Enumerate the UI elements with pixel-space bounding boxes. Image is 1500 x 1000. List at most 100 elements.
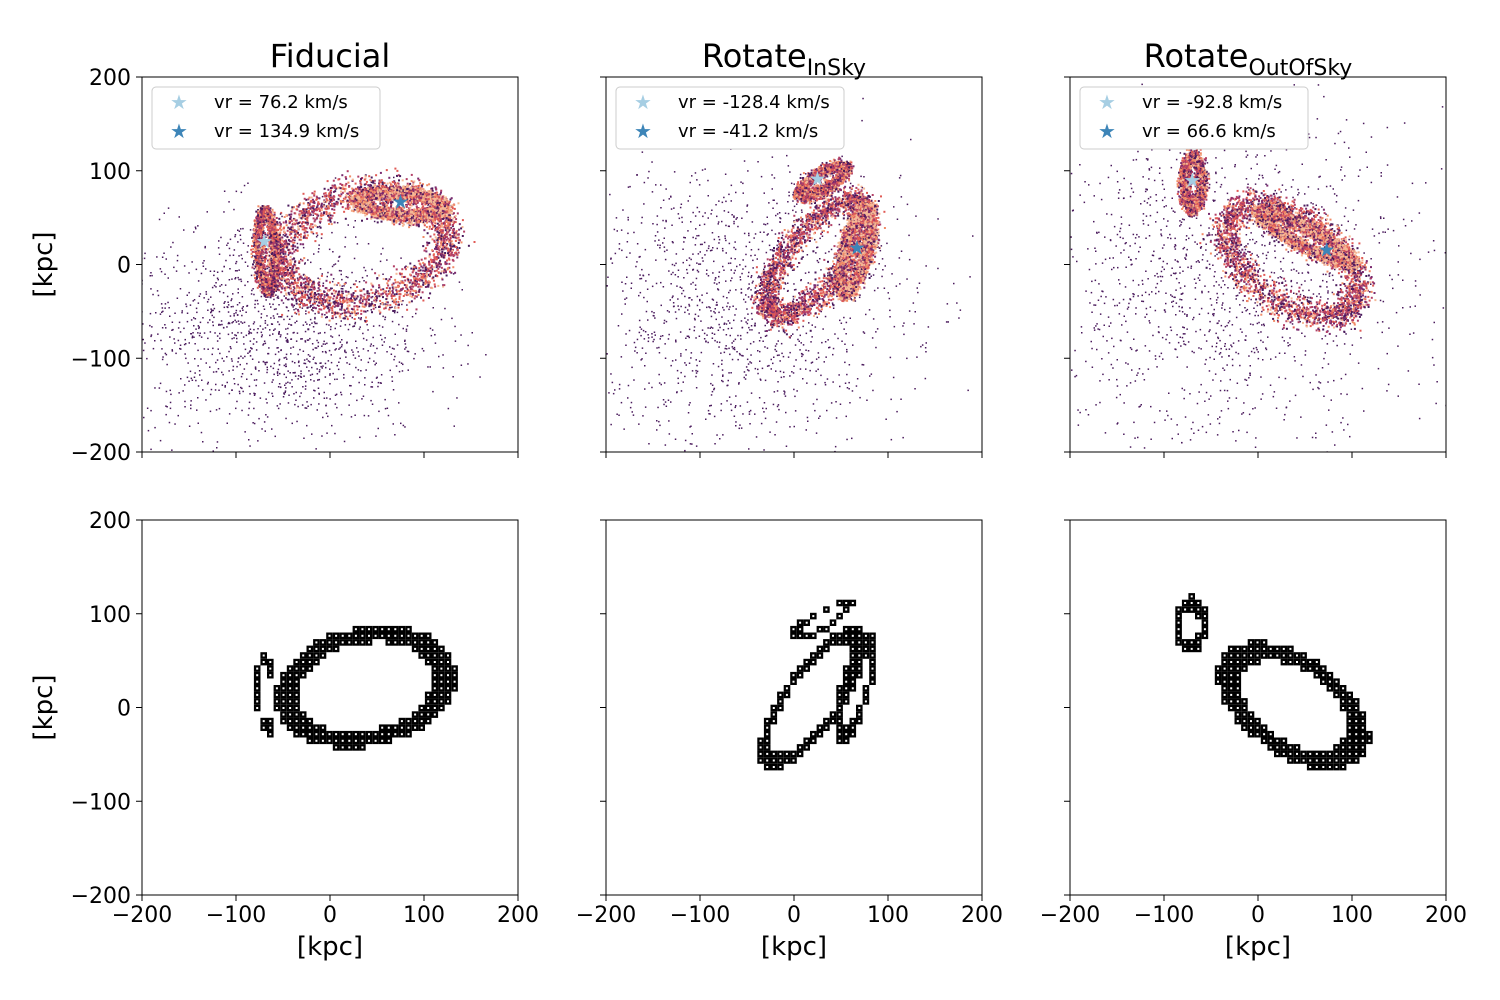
density-cell [409,295,412,298]
density-cell [319,297,322,300]
density-cell [301,221,304,224]
density-cell [297,267,300,270]
density-cell [320,274,323,277]
density-cell [344,207,347,210]
density-cell [421,202,424,205]
density-cell [446,233,449,236]
density-cell [424,269,427,272]
density-cell [341,304,344,307]
density-cell [303,221,306,224]
density-cell [372,180,375,183]
density-cell [325,194,328,197]
density-cell [312,293,315,296]
density-cell [382,288,385,291]
density-cell [375,295,378,298]
density-cell [345,294,348,297]
density-cell [371,284,374,287]
density-cell [280,262,283,265]
density-cell [398,293,401,296]
density-cell [440,240,443,243]
density-cell [307,280,310,283]
density-cell [303,197,306,200]
density-cell [327,214,330,217]
density-cell [451,207,454,210]
density-cell [362,288,365,291]
density-cell [422,261,425,264]
density-cell [392,291,394,294]
density-cell [304,214,306,217]
density-cell [442,246,445,249]
density-cell [392,265,395,268]
density-cell [430,266,433,269]
density-cell [421,184,423,187]
density-cell [398,179,400,182]
density-cell [328,192,331,195]
density-cell [342,297,345,300]
density-cell [292,282,295,285]
density-cell [434,247,436,250]
density-cell [299,233,302,236]
density-cell [449,247,452,250]
density-cell [308,212,311,215]
density-cell [409,292,412,295]
density-cell [413,277,416,280]
density-cell [331,208,334,211]
density-cell [411,295,414,298]
density-cell [306,298,309,301]
density-cell [304,294,307,296]
density-cell [295,302,298,305]
density-cell [379,171,382,174]
density-cell [391,201,394,204]
density-cell [453,234,456,237]
density-cell [298,297,301,300]
density-cell [320,205,323,208]
density-cell [283,255,286,258]
density-cell [388,308,391,311]
density-cell [434,285,437,288]
density-cell [296,246,299,249]
density-cell [339,182,342,185]
density-cell [331,186,334,189]
density-cell [287,262,290,265]
density-cell [314,298,317,301]
density-cell [420,296,422,299]
density-cell [290,274,293,277]
density-cell [285,242,288,245]
density-cell [307,311,310,314]
density-cell [417,177,420,180]
density-cell [417,269,420,272]
density-cell [301,228,304,231]
density-cell [323,290,325,293]
density-cell [448,241,451,243]
density-cell [299,275,302,278]
density-cell [286,265,289,268]
density-cell [429,273,432,276]
density-cell [290,260,293,263]
density-cell [327,295,330,298]
density-cell [359,211,362,214]
density-cell [428,220,431,223]
density-cell [328,299,331,302]
density-cell [332,301,335,304]
density-cell [383,196,386,199]
density-cell [403,276,405,278]
density-cell [450,240,453,243]
density-cell [455,231,458,234]
density-cell [416,280,418,283]
density-cell [293,263,296,266]
density-cell [380,197,383,200]
density-cell [285,255,288,258]
density-cell [317,305,320,307]
density-cell [447,252,449,255]
density-cell [359,289,362,292]
density-cell [306,231,309,234]
density-cell [398,290,401,293]
density-cell [445,227,448,230]
density-cell [304,285,307,288]
density-cell [423,222,426,225]
density-cell [433,283,436,286]
density-cell [406,222,409,225]
density-cell [302,304,305,307]
density-cell [453,220,456,223]
density-cell [342,200,345,203]
